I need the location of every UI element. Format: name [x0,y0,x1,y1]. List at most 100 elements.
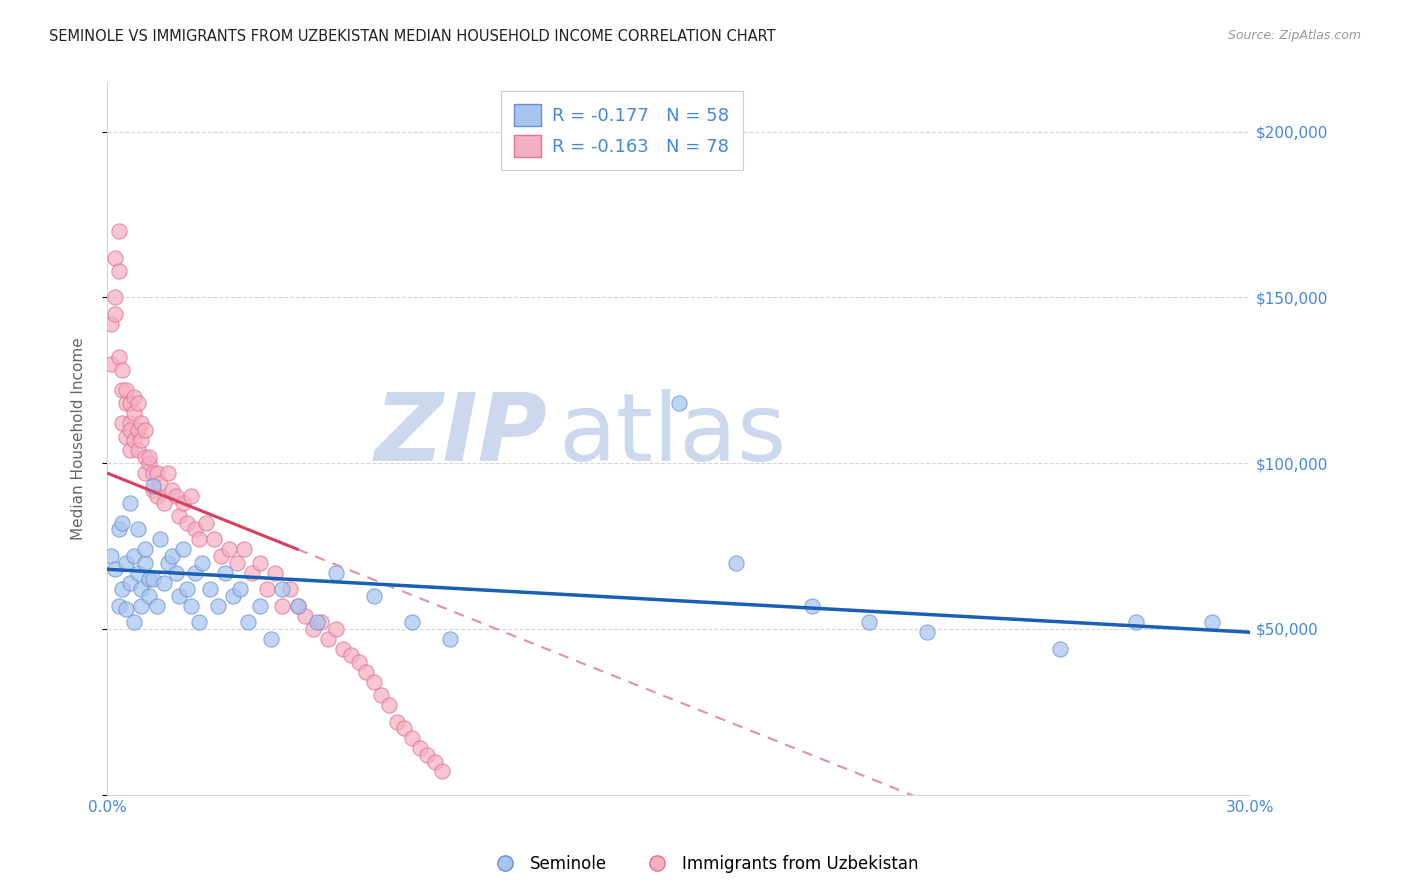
Point [724,556,747,570]
Point [184,566,207,580]
Point [801,599,824,613]
Point [229,582,252,596]
Point [191,556,214,570]
Point [107,523,129,537]
Point [668,396,690,410]
Point [169,509,191,524]
Point [209,549,232,563]
Point [115,396,138,410]
Point [378,698,401,713]
Point [107,224,129,238]
Point [249,556,271,570]
Point [249,599,271,613]
Point [115,602,138,616]
Point [145,466,167,480]
Point [127,423,149,437]
Point [263,566,285,580]
Text: ZIP: ZIP [374,389,547,481]
Point [134,542,156,557]
Point [118,396,141,410]
Point [138,589,160,603]
Point [134,423,156,437]
Point [370,688,392,702]
Point [169,589,191,603]
Text: Source: ZipAtlas.com: Source: ZipAtlas.com [1227,29,1361,42]
Point [118,496,141,510]
Point [195,516,218,530]
Point [149,476,172,491]
Point [134,450,156,464]
Point [127,396,149,410]
Point [287,599,309,613]
Point [118,417,141,431]
Point [157,466,180,480]
Point [176,582,198,596]
Point [302,622,325,636]
Point [122,433,145,447]
Point [127,442,149,457]
Point [260,632,283,646]
Text: atlas: atlas [558,389,787,481]
Point [222,589,245,603]
Point [153,575,176,590]
Point [394,722,416,736]
Point [187,533,209,547]
Point [309,615,332,630]
Point [104,562,127,576]
Point [1201,615,1223,630]
Point [332,641,354,656]
Point [104,290,127,304]
Point [142,483,165,497]
Point [111,417,134,431]
Point [157,556,180,570]
Point [165,489,187,503]
Point [100,357,122,371]
Point [145,599,167,613]
Point [202,533,225,547]
Point [271,599,294,613]
Point [122,549,145,563]
Point [180,599,202,613]
Point [118,575,141,590]
Point [207,599,229,613]
Point [176,516,198,530]
Point [858,615,880,630]
Point [401,731,423,746]
Point [107,599,129,613]
Point [122,390,145,404]
Point [127,523,149,537]
Point [172,496,194,510]
Y-axis label: Median Household Income: Median Household Income [72,337,86,540]
Point [107,350,129,364]
Point [287,599,309,613]
Point [278,582,301,596]
Point [138,572,160,586]
Point [256,582,278,596]
Point [236,615,259,630]
Point [240,566,263,580]
Point [187,615,209,630]
Text: SEMINOLE VS IMMIGRANTS FROM UZBEKISTAN MEDIAN HOUSEHOLD INCOME CORRELATION CHART: SEMINOLE VS IMMIGRANTS FROM UZBEKISTAN M… [49,29,776,44]
Point [1125,615,1147,630]
Point [104,251,127,265]
Point [138,450,160,464]
Point [363,589,385,603]
Point [325,566,347,580]
Point [115,430,138,444]
Point [153,496,176,510]
Point [100,549,122,563]
Point [225,556,247,570]
Point [100,317,122,331]
Point [134,466,156,480]
Point [111,363,134,377]
Legend: Seminole, Immigrants from Uzbekistan: Seminole, Immigrants from Uzbekistan [481,848,925,880]
Point [218,542,240,557]
Point [305,615,328,630]
Point [145,489,167,503]
Point [131,433,153,447]
Point [142,466,165,480]
Point [294,608,316,623]
Point [115,383,138,397]
Point [385,714,408,729]
Point [180,489,202,503]
